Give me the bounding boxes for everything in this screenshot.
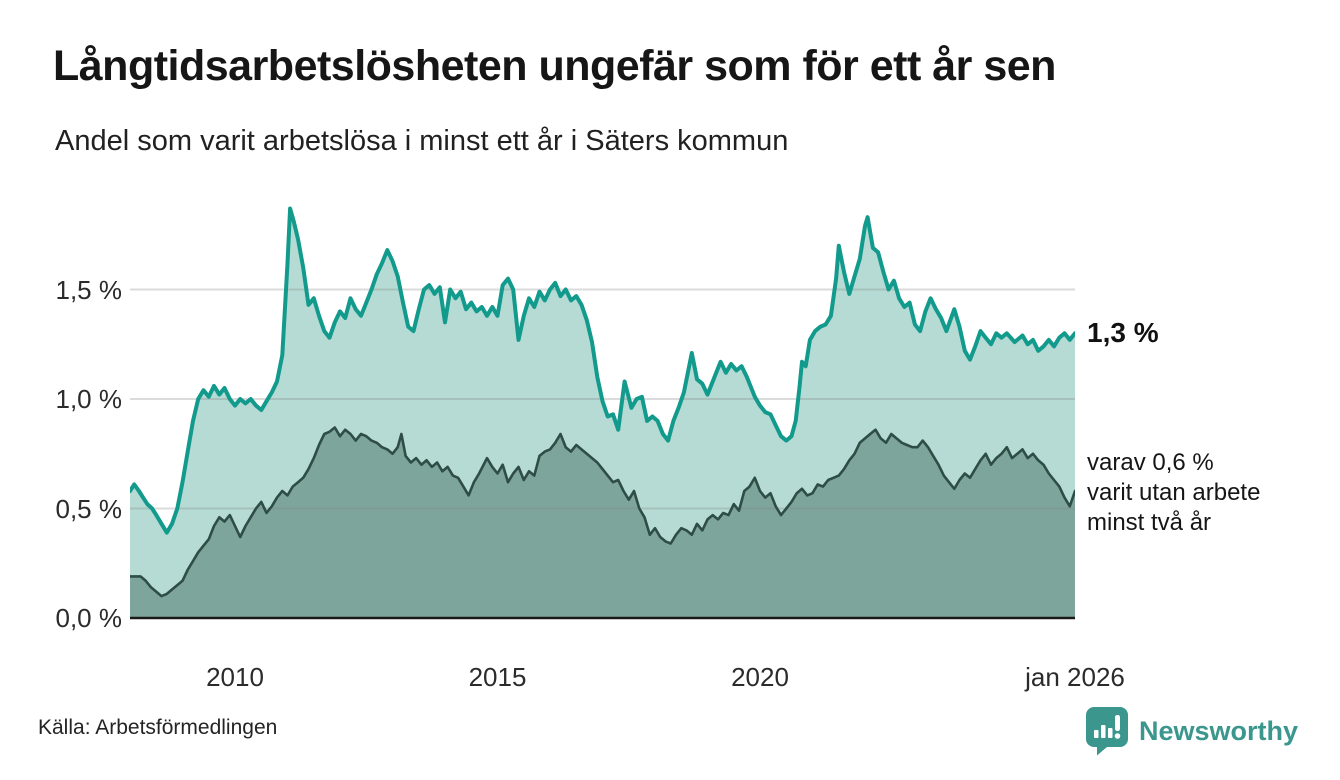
x-tick-label: jan 2026 <box>1025 662 1125 692</box>
x-tick-label: 2020 <box>731 662 789 692</box>
secondary-value-label: varav 0,6 % varit utan arbete minst två … <box>1087 448 1260 538</box>
y-tick-label: 1,5 % <box>55 274 123 305</box>
source-note: Källa: Arbetsförmedlingen <box>38 716 278 739</box>
secondary-area-fill <box>130 427 1075 618</box>
newsworthy-wordmark: Newsworthy <box>1138 716 1298 746</box>
page-subtitle: Andel som varit arbetslösa i minst ett å… <box>55 125 789 157</box>
x-tick-label: 2015 <box>468 662 527 692</box>
primary-line <box>130 206 1075 535</box>
newsworthy-bubble-chart-icon <box>1085 707 1128 756</box>
secondary-value-line-1: varav 0,6 % <box>1087 449 1214 476</box>
y-tick-label: 0,5 % <box>55 493 123 524</box>
y-tick-label: 1,0 % <box>55 384 123 414</box>
secondary-value-line-3: minst två år <box>1087 509 1212 536</box>
area-chart-canvas <box>130 206 1075 620</box>
y-tick-label: 0,0 % <box>55 603 123 633</box>
latest-value-label: 1,3 % <box>1087 317 1159 348</box>
newsworthy-logo: Newsworthy <box>1085 706 1298 756</box>
secondary-line <box>130 426 1075 598</box>
x-tick-label: 2010 <box>206 662 264 692</box>
page-title: Långtidsarbetslösheten ungefär som för e… <box>53 42 1056 90</box>
secondary-value-line-2: varit utan arbete <box>1087 479 1261 506</box>
